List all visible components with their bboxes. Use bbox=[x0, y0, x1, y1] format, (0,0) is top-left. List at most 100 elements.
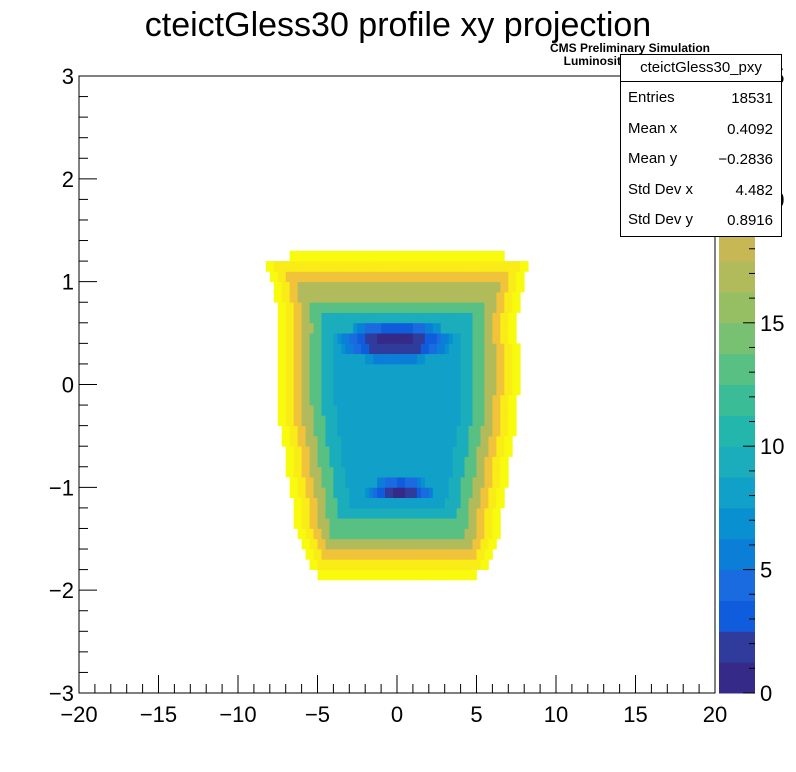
heatmap-cell bbox=[313, 394, 318, 406]
heatmap-cell bbox=[416, 322, 422, 334]
heatmap-cell bbox=[385, 435, 390, 447]
heatmap-cell bbox=[496, 384, 501, 396]
heatmap-cell bbox=[349, 405, 354, 416]
heatmap-cell bbox=[349, 446, 354, 457]
heatmap-cell bbox=[420, 322, 426, 334]
heatmap-cell bbox=[448, 507, 454, 519]
heatmap-cell bbox=[476, 466, 481, 478]
heatmap-cell bbox=[508, 353, 513, 365]
heatmap-cell bbox=[428, 363, 434, 375]
heatmap-cell bbox=[432, 569, 438, 581]
heatmap-cell bbox=[516, 374, 521, 385]
heatmap-cell bbox=[440, 538, 446, 550]
heatmap-cell bbox=[277, 363, 283, 375]
heatmap-cell bbox=[448, 271, 454, 283]
heatmap-cell bbox=[456, 425, 461, 437]
heatmap-cell bbox=[468, 466, 473, 478]
heatmap-cell bbox=[448, 302, 454, 313]
heatmap-cell bbox=[452, 425, 458, 437]
heatmap-cell bbox=[500, 322, 505, 334]
heatmap-cell bbox=[289, 363, 295, 375]
heatmap-cell bbox=[436, 333, 442, 344]
heatmap-cell bbox=[369, 261, 374, 272]
heatmap-cell bbox=[369, 271, 374, 283]
heatmap-cell bbox=[309, 405, 314, 416]
heatmap-cell bbox=[333, 343, 338, 355]
heatmap-cell bbox=[436, 497, 442, 509]
heatmap-cell bbox=[373, 374, 378, 385]
heatmap-cell bbox=[488, 281, 493, 293]
heatmap-cell bbox=[440, 569, 446, 581]
heatmap-cell bbox=[357, 374, 362, 385]
heatmap-cell bbox=[325, 394, 330, 406]
heatmap-cell bbox=[504, 456, 509, 468]
heatmap-cell bbox=[464, 271, 469, 283]
heatmap-cell bbox=[385, 322, 390, 334]
heatmap-cell bbox=[484, 250, 489, 262]
heatmap-cell bbox=[496, 456, 501, 468]
heatmap-cell bbox=[389, 456, 394, 468]
heatmap-cell bbox=[432, 487, 438, 499]
heatmap-cell bbox=[385, 405, 390, 416]
heatmap-cell bbox=[381, 415, 386, 427]
heatmap-cell bbox=[381, 435, 386, 447]
heatmap-cell bbox=[440, 435, 446, 447]
heatmap-cell bbox=[329, 291, 334, 303]
heatmap-cell bbox=[460, 415, 465, 427]
heatmap-cell bbox=[305, 425, 310, 437]
heatmap-cell bbox=[341, 302, 346, 313]
heatmap-cell bbox=[408, 497, 414, 509]
heatmap-cell bbox=[400, 353, 406, 365]
heatmap-cell bbox=[361, 507, 366, 519]
heatmap-cell bbox=[365, 250, 370, 262]
heatmap-cell bbox=[460, 569, 465, 581]
heatmap-cell bbox=[385, 333, 390, 344]
heatmap-cell bbox=[484, 487, 489, 499]
heatmap-cell bbox=[309, 333, 314, 344]
heatmap-cell bbox=[464, 528, 469, 540]
heatmap-cell bbox=[480, 559, 485, 570]
heatmap-cell bbox=[325, 425, 330, 437]
x-tick-label: −20 bbox=[60, 702, 97, 727]
heatmap-cell bbox=[317, 291, 322, 303]
heatmap-cell bbox=[408, 518, 414, 529]
heatmap-cell bbox=[432, 415, 438, 427]
heatmap-cell bbox=[329, 466, 334, 478]
heatmap-cell bbox=[361, 374, 366, 385]
heatmap-cell bbox=[293, 435, 299, 447]
heatmap-cell bbox=[389, 518, 394, 529]
heatmap-cell bbox=[476, 333, 481, 344]
heatmap-cell bbox=[309, 384, 314, 396]
heatmap-cell bbox=[317, 487, 322, 499]
heatmap-cell bbox=[424, 312, 430, 324]
heatmap-cell bbox=[496, 302, 501, 313]
heatmap-cell bbox=[365, 405, 370, 416]
heatmap-cell bbox=[329, 250, 334, 262]
heatmap-cell bbox=[325, 497, 330, 509]
heatmap-cell bbox=[345, 250, 350, 262]
heatmap-cell bbox=[341, 415, 346, 427]
heatmap-cell bbox=[397, 487, 402, 499]
heatmap-cell bbox=[400, 487, 406, 499]
heatmap-cell bbox=[436, 291, 442, 303]
heatmap-cell bbox=[424, 363, 430, 375]
heatmap-cell bbox=[504, 435, 509, 447]
heatmap-cell bbox=[373, 507, 378, 519]
heatmap-cell bbox=[385, 312, 390, 324]
heatmap-cell bbox=[456, 405, 461, 416]
heatmap-cell bbox=[361, 435, 366, 447]
heatmap-cell bbox=[281, 425, 287, 437]
heatmap-cell bbox=[389, 384, 394, 396]
heatmap-cell bbox=[321, 435, 326, 447]
heatmap-cell bbox=[444, 559, 450, 570]
heatmap-cell bbox=[365, 343, 370, 355]
heatmap-cell bbox=[357, 435, 362, 447]
heatmap-cell bbox=[512, 363, 517, 375]
heatmap-cell bbox=[468, 538, 473, 550]
heatmap-cell bbox=[397, 466, 402, 478]
heatmap-cell bbox=[337, 384, 342, 396]
heatmap-cell bbox=[424, 477, 430, 488]
heatmap-cell bbox=[496, 518, 501, 529]
heatmap-cell bbox=[420, 435, 426, 447]
heatmap-cell bbox=[293, 261, 299, 272]
